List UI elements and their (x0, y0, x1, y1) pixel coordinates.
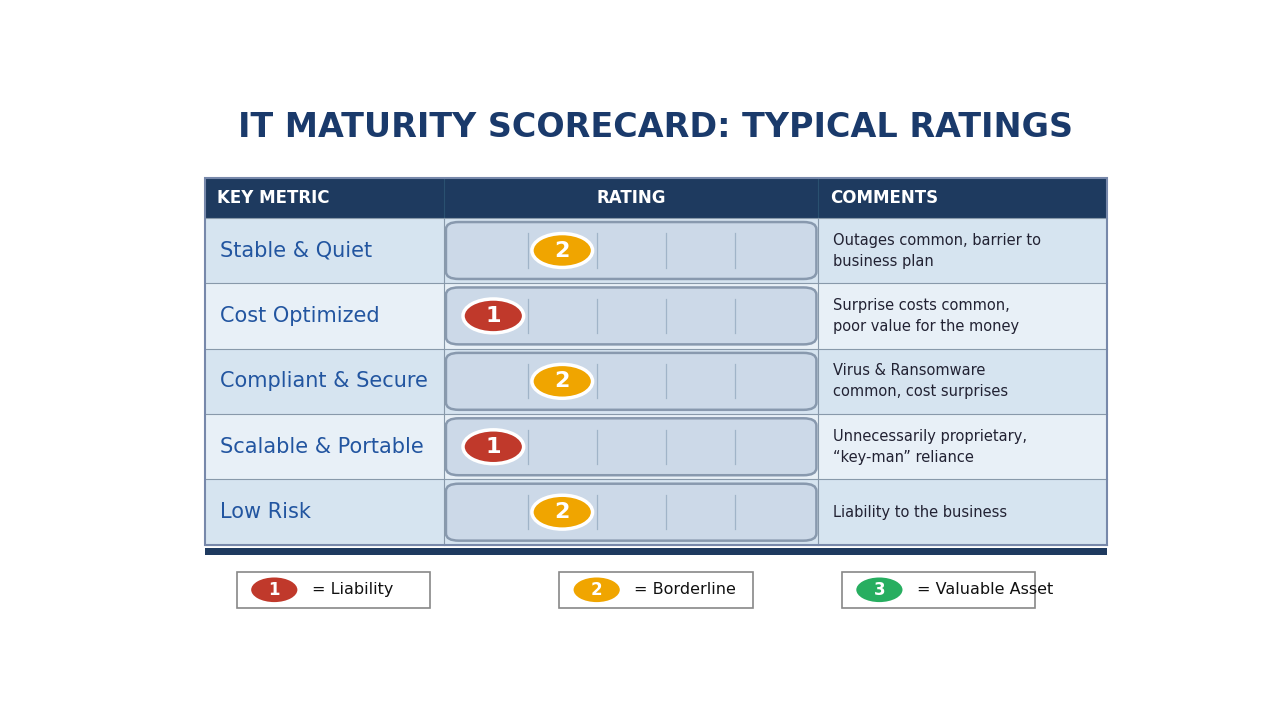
FancyBboxPatch shape (205, 348, 1107, 414)
Text: 3: 3 (873, 581, 886, 599)
FancyBboxPatch shape (205, 283, 1107, 348)
FancyBboxPatch shape (445, 287, 817, 344)
Text: KEY METRIC: KEY METRIC (216, 189, 329, 207)
FancyBboxPatch shape (205, 480, 1107, 545)
Text: Surprise costs common,
poor value for the money: Surprise costs common, poor value for th… (833, 298, 1019, 334)
Text: 1: 1 (485, 437, 500, 456)
Text: Low Risk: Low Risk (220, 502, 310, 522)
Circle shape (532, 495, 593, 529)
Circle shape (572, 576, 621, 603)
Text: 2: 2 (554, 372, 570, 392)
FancyBboxPatch shape (205, 548, 1107, 555)
Text: COMMENTS: COMMENTS (831, 189, 938, 207)
FancyBboxPatch shape (559, 572, 753, 608)
FancyBboxPatch shape (445, 418, 817, 475)
Text: RATING: RATING (596, 189, 666, 207)
FancyBboxPatch shape (445, 353, 817, 410)
Text: 1: 1 (485, 306, 500, 326)
Text: 1: 1 (269, 581, 280, 599)
Text: = Liability: = Liability (311, 582, 393, 598)
Text: 2: 2 (554, 240, 570, 261)
Circle shape (532, 364, 593, 398)
Text: Stable & Quiet: Stable & Quiet (220, 240, 371, 261)
Circle shape (250, 576, 298, 603)
Circle shape (463, 430, 524, 464)
Text: Virus & Ransomware
common, cost surprises: Virus & Ransomware common, cost surprise… (833, 364, 1009, 400)
Text: Cost Optimized: Cost Optimized (220, 306, 379, 326)
Circle shape (532, 233, 593, 267)
Circle shape (463, 299, 524, 333)
Text: 2: 2 (591, 581, 603, 599)
Text: IT MATURITY SCORECARD: TYPICAL RATINGS: IT MATURITY SCORECARD: TYPICAL RATINGS (238, 112, 1074, 145)
FancyBboxPatch shape (205, 178, 1107, 217)
Text: Outages common, barrier to
business plan: Outages common, barrier to business plan (833, 233, 1042, 269)
FancyBboxPatch shape (445, 222, 817, 279)
Circle shape (855, 576, 904, 603)
Text: Scalable & Portable: Scalable & Portable (220, 437, 424, 456)
FancyBboxPatch shape (842, 572, 1036, 608)
FancyBboxPatch shape (237, 572, 430, 608)
Text: = Borderline: = Borderline (634, 582, 736, 598)
FancyBboxPatch shape (445, 484, 817, 541)
Text: Liability to the business: Liability to the business (833, 505, 1007, 520)
Text: = Valuable Asset: = Valuable Asset (916, 582, 1053, 598)
FancyBboxPatch shape (205, 414, 1107, 480)
Text: 2: 2 (554, 502, 570, 522)
Text: Unnecessarily proprietary,
“key-man” reliance: Unnecessarily proprietary, “key-man” rel… (833, 428, 1028, 465)
FancyBboxPatch shape (205, 217, 1107, 283)
Text: Compliant & Secure: Compliant & Secure (220, 372, 428, 392)
